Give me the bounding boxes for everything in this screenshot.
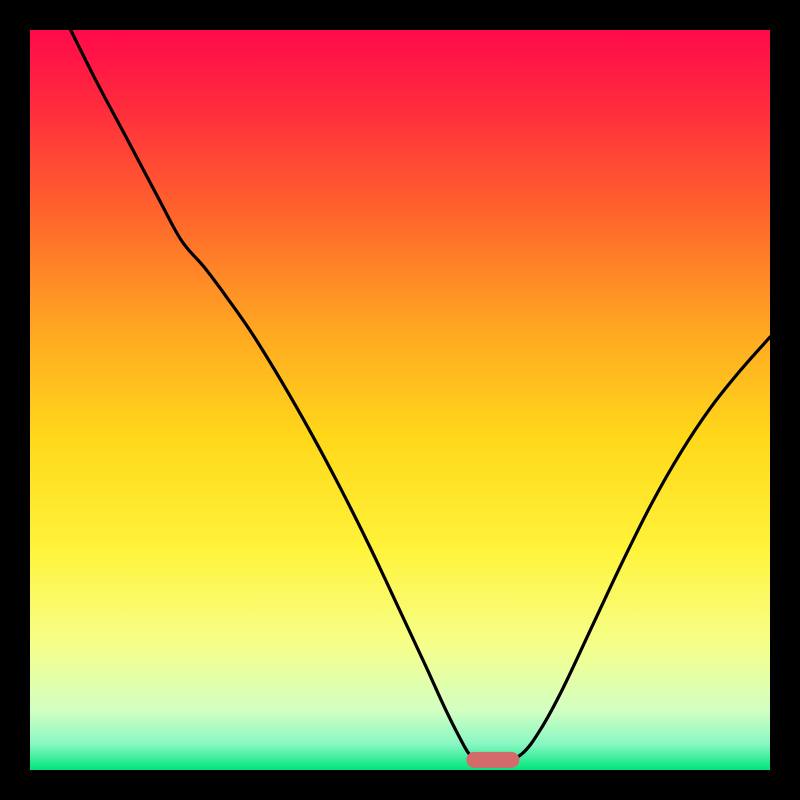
chart-container: TheBottleneck.com [0, 0, 800, 800]
plot-area [30, 30, 770, 770]
frame-border-right [770, 0, 800, 800]
frame-border-bottom [0, 770, 800, 800]
optimal-marker [466, 751, 519, 767]
frame-border-left [0, 0, 30, 800]
bottleneck-curve [71, 30, 770, 762]
curve-svg [30, 30, 770, 770]
frame-border-top [0, 0, 800, 30]
